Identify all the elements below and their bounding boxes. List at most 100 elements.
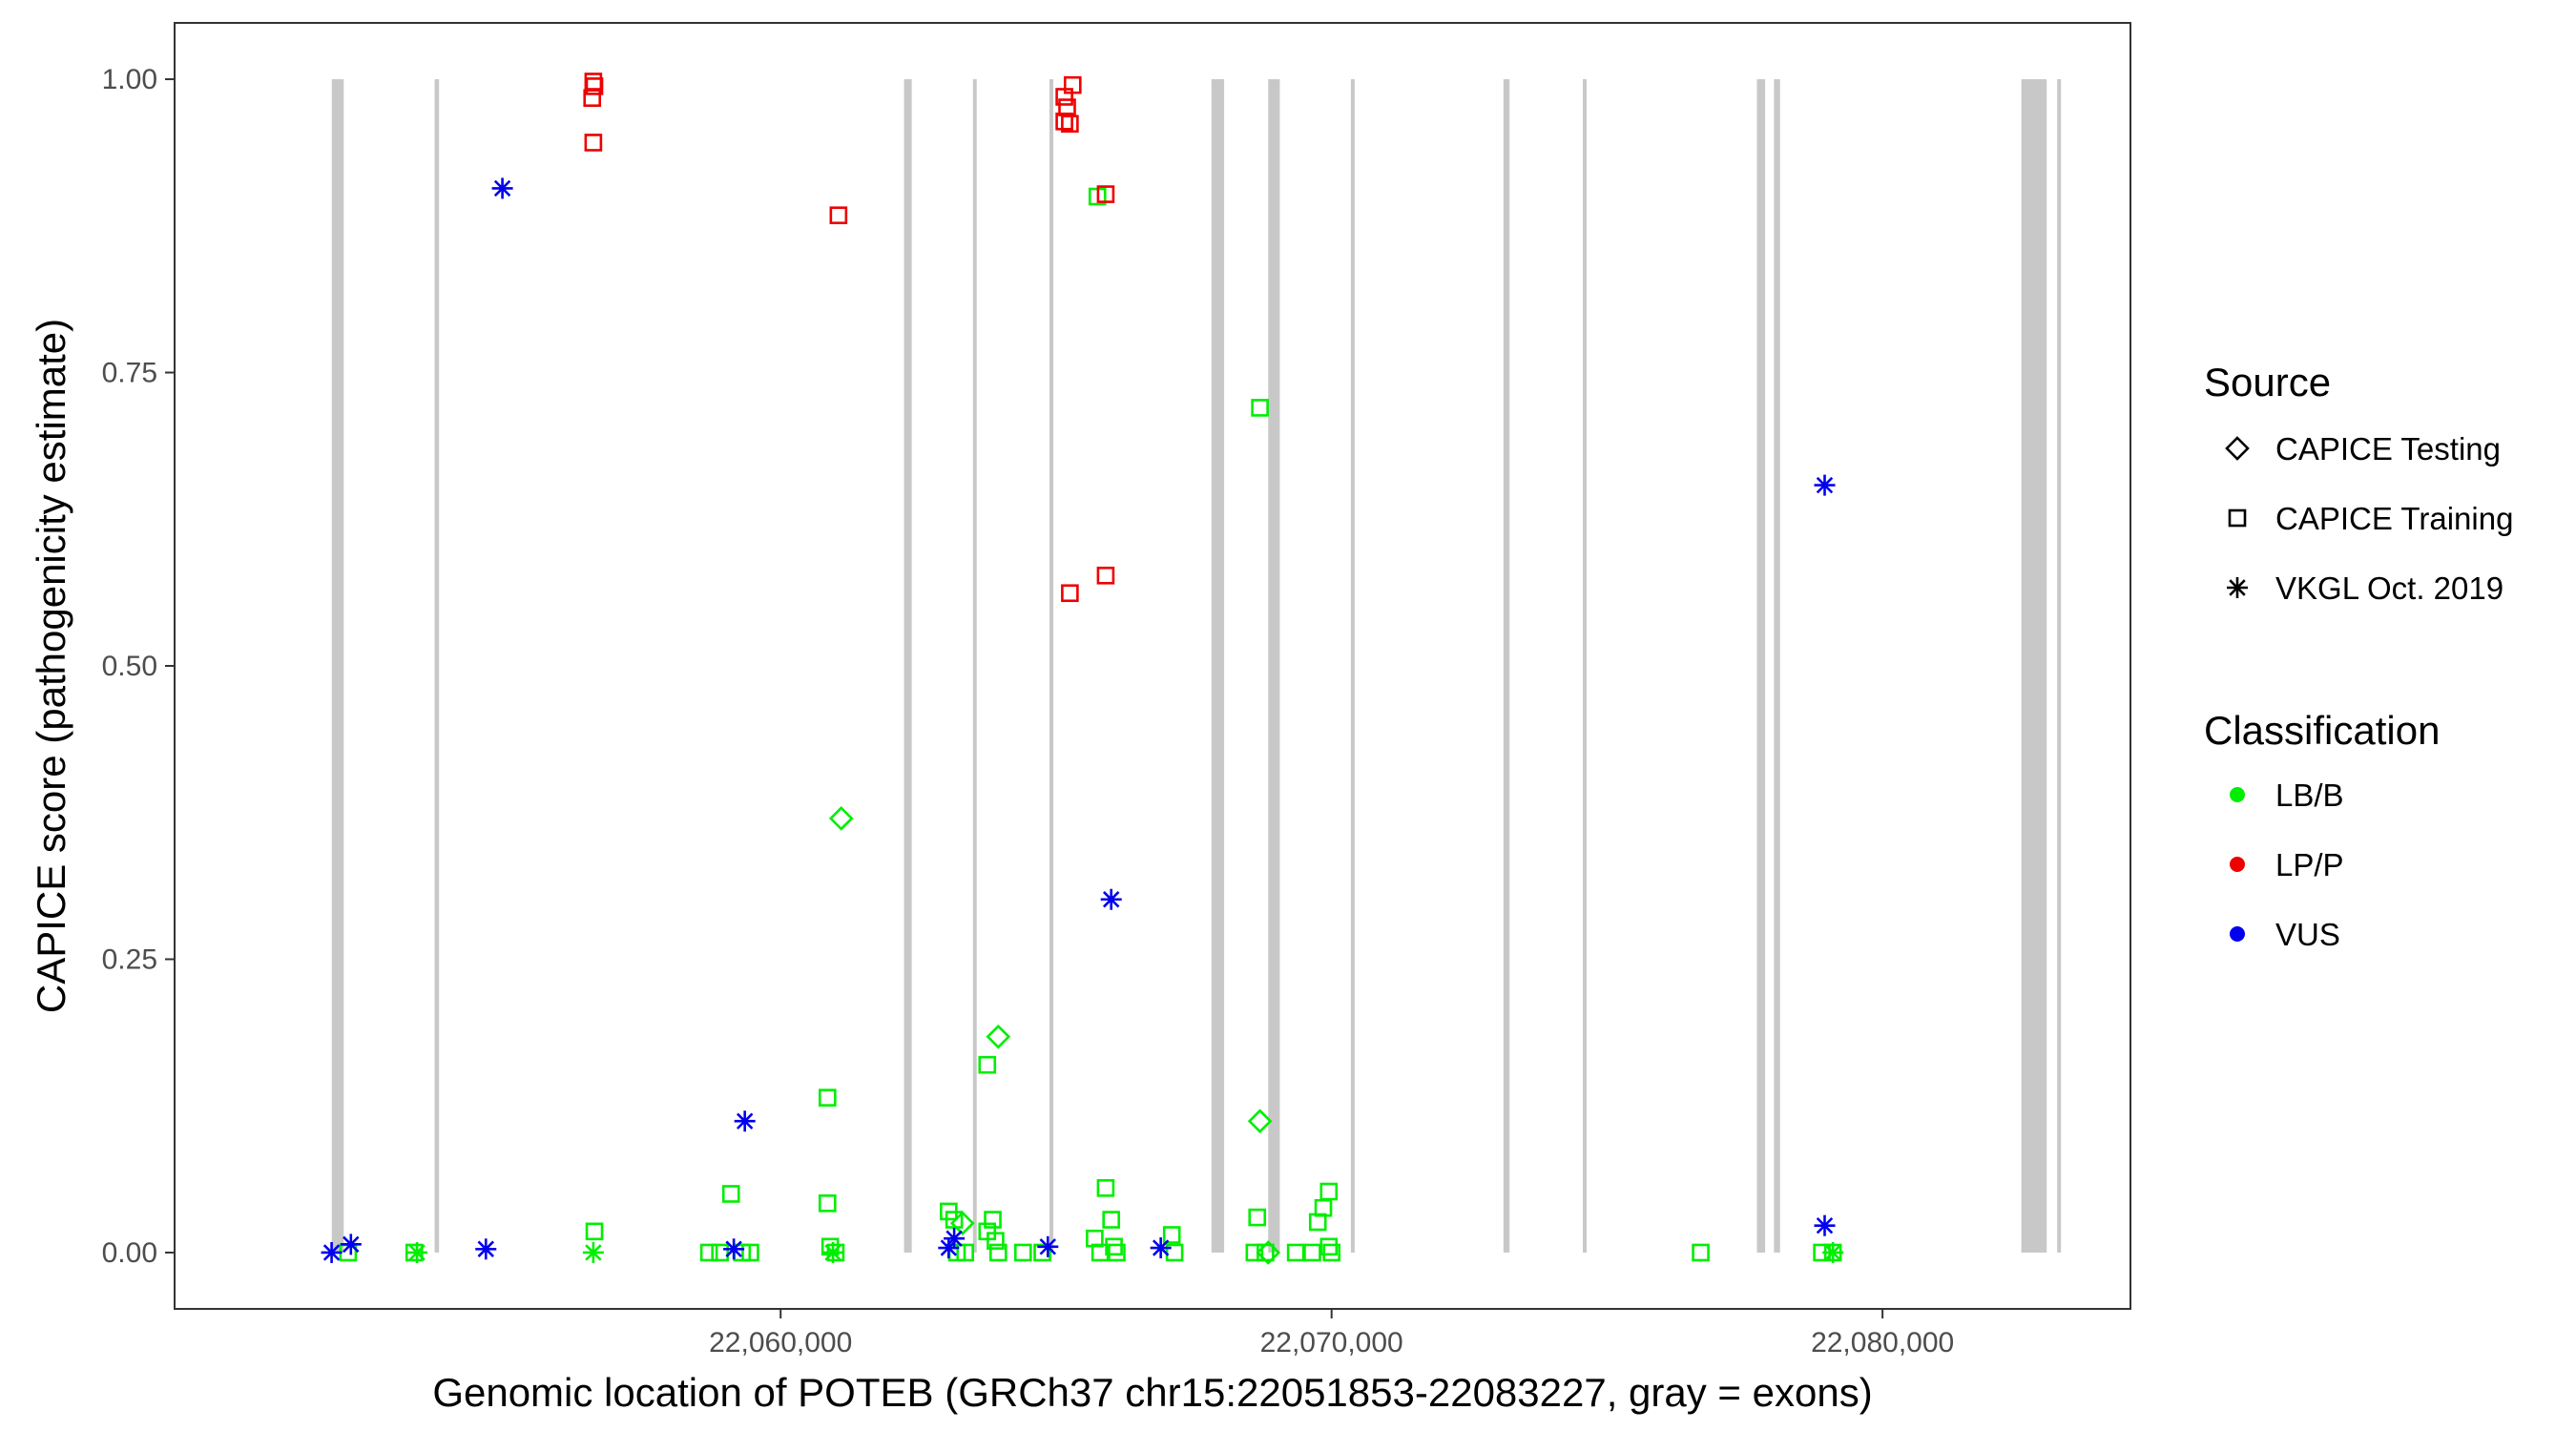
y-axis-title: CAPICE score (pathogenicity estimate)	[29, 319, 73, 1013]
data-point	[699, 1243, 718, 1262]
exon-band	[1503, 79, 1510, 1253]
legend-source-label: VKGL Oct. 2019	[2275, 570, 2503, 606]
data-point	[1105, 1237, 1123, 1256]
y-tick-label: 0.00	[102, 1237, 157, 1269]
data-point	[1322, 1243, 1340, 1262]
data-point	[723, 1238, 745, 1260]
exon-band	[972, 79, 977, 1253]
data-point	[1091, 1243, 1110, 1262]
data-point	[1822, 1241, 1844, 1263]
exon-band	[2021, 79, 2047, 1253]
data-point	[583, 89, 602, 108]
data-point	[321, 1241, 343, 1263]
data-point	[828, 806, 854, 831]
data-point	[1162, 1226, 1181, 1244]
legend-key-square	[2228, 508, 2247, 528]
legend-classification-title: Classification	[2204, 708, 2440, 753]
y-tick-label: 1.00	[102, 64, 157, 95]
data-point	[818, 1194, 837, 1213]
y-tick-label: 0.25	[102, 944, 157, 975]
data-point	[1248, 1208, 1267, 1227]
exon-band	[1211, 79, 1225, 1253]
data-point	[475, 1238, 497, 1260]
x-tick-label: 22,070,000	[1260, 1327, 1403, 1358]
data-point	[1033, 1243, 1051, 1262]
data-point	[818, 1089, 837, 1107]
data-point	[956, 1243, 974, 1262]
data-point	[1319, 1237, 1339, 1256]
exon-band	[1756, 79, 1766, 1253]
data-point	[491, 177, 513, 199]
data-point	[1286, 1243, 1305, 1262]
y-tick-label: 0.75	[102, 358, 157, 389]
x-axis-title: Genomic location of POTEB (GRCh37 chr15:…	[432, 1370, 1872, 1415]
legend-source-label: CAPICE Testing	[2275, 431, 2501, 467]
legend-key-asterisk	[2227, 577, 2248, 598]
legend-key-diamond	[2225, 436, 2250, 461]
data-point	[734, 1110, 756, 1132]
legend-classification-label: LB/B	[2275, 778, 2344, 813]
data-point	[1245, 1243, 1264, 1262]
legend-source-label: CAPICE Training	[2275, 501, 2513, 536]
exon-band	[434, 79, 440, 1253]
exon-band	[2057, 79, 2062, 1253]
data-point	[1319, 1182, 1339, 1201]
exon-band	[331, 79, 344, 1253]
data-point	[945, 1211, 964, 1229]
data-point	[1063, 75, 1082, 94]
legend-key-dot	[2230, 857, 2245, 872]
data-point	[1256, 1240, 1281, 1265]
exon-band	[1268, 79, 1280, 1253]
data-point	[1061, 114, 1079, 134]
data-point	[1013, 1243, 1032, 1262]
y-axis: 0.00 0.25 0.50 0.75 1.00	[102, 64, 175, 1269]
data-point	[585, 77, 604, 95]
legend: Source Classification CAPICE Testing CAPI…	[2204, 360, 2513, 952]
data-point	[984, 1211, 1002, 1229]
data-point	[978, 1055, 997, 1074]
data-point	[986, 1024, 1011, 1049]
exon-band	[1583, 79, 1587, 1253]
data-point	[989, 1243, 1008, 1262]
y-tick-label: 0.50	[102, 651, 157, 682]
data-point	[987, 1232, 1005, 1250]
data-point	[1096, 185, 1115, 203]
data-point	[1303, 1243, 1321, 1262]
legend-classification-label: VUS	[2275, 917, 2340, 952]
data-point	[582, 1241, 604, 1263]
x-tick-label: 22,080,000	[1811, 1327, 1954, 1358]
data-point	[585, 1222, 604, 1241]
data-point	[1102, 1211, 1120, 1229]
data-point	[406, 1241, 428, 1263]
data-point	[1055, 113, 1073, 131]
data-point	[1150, 1237, 1172, 1259]
data-point	[741, 1243, 759, 1262]
data-point	[1692, 1243, 1710, 1262]
legend-source-title: Source	[2204, 360, 2331, 404]
data-point	[584, 134, 603, 152]
x-tick-label: 22,060,000	[709, 1327, 852, 1358]
legend-key-dot	[2230, 926, 2245, 942]
data-point	[944, 1228, 966, 1250]
data-point	[1251, 399, 1269, 417]
data-point	[822, 1241, 844, 1263]
x-axis: 22,060,000 22,070,000 22,080,000	[709, 1309, 1954, 1358]
data-point	[1037, 1235, 1059, 1257]
legend-classification-label: LP/P	[2275, 847, 2344, 882]
exon-bands	[331, 79, 2062, 1253]
data-points	[321, 73, 1844, 1265]
exon-band	[904, 79, 912, 1253]
data-point	[1247, 1109, 1273, 1134]
data-point	[829, 206, 848, 225]
data-point	[711, 1243, 729, 1262]
data-point	[721, 1185, 740, 1203]
exon-band	[1049, 79, 1054, 1253]
data-point	[1061, 584, 1079, 603]
data-point	[1108, 1243, 1126, 1262]
data-point	[1096, 566, 1115, 585]
data-point	[1100, 888, 1122, 910]
data-point	[1814, 474, 1836, 496]
exon-band	[1350, 79, 1355, 1253]
